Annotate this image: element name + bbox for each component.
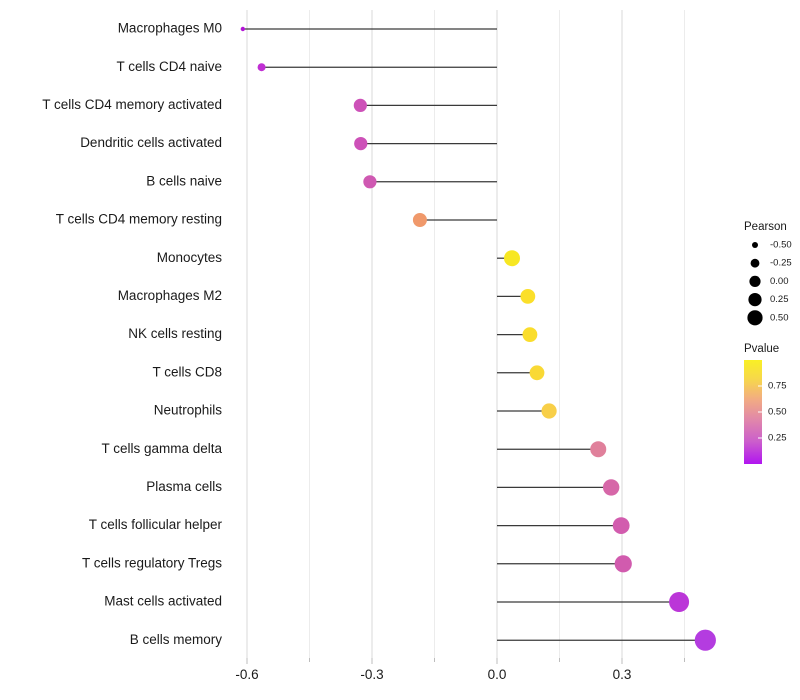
lollipop-point [520,289,536,304]
lollipop-point [612,517,630,534]
category-label: T cells CD8 [152,364,222,379]
x-tick-label: -0.3 [360,667,383,682]
pvalue-colorbar [744,360,762,464]
category-label: B cells naive [146,173,222,188]
size-legend-marker [752,242,758,248]
lollipop-point [541,403,557,419]
lollipop-point [257,63,266,72]
lollipop-points [240,26,716,651]
lollipop-point [240,26,246,32]
colorbar-tick-label: 0.75 [768,381,787,392]
category-label: NK cells resting [128,326,222,341]
size-legend-title: Pearson [744,221,787,233]
lollipop-point [529,365,545,381]
size-legend-marker [749,275,761,287]
category-label: Macrophages M0 [118,21,222,36]
category-label: T cells follicular helper [89,517,223,532]
size-legend-label: -0.50 [770,240,792,251]
lollipop-point [602,479,620,496]
category-label: Plasma cells [146,479,222,494]
lollipop-point [614,555,632,573]
category-label: Monocytes [157,250,223,265]
colorbar-tick-label: 0.50 [768,407,787,418]
size-legend-label: 0.50 [770,312,789,323]
size-legend-marker [747,310,763,326]
size-legend-marker [750,258,760,268]
category-label: T cells CD4 naive [116,59,222,74]
size-legend-label: -0.25 [770,258,792,269]
x-tick-label: 0.0 [488,667,507,682]
category-label: T cells CD4 memory resting [56,212,222,227]
lollipop-point [669,592,690,612]
size-legend-label: 0.00 [770,276,789,287]
size-legend-marker [748,293,762,307]
category-axis-labels: Macrophages M0 T cells CD4 naive T cells C… [42,21,222,647]
category-label: T cells CD4 memory activated [42,97,222,112]
lollipop-point [522,327,538,342]
lollipop-point [590,441,607,458]
category-label: Dendritic cells activated [80,135,222,150]
lollipop-point [412,213,427,227]
axis-tick-marks [246,658,685,664]
category-label: Mast cells activated [104,594,222,609]
category-label: T cells regulatory Tregs [82,555,222,570]
category-label: B cells memory [130,632,223,647]
lollipop-point [353,98,367,112]
category-label: T cells gamma delta [101,441,222,456]
pvalue-color-legend: Pvalue 0.75 0.50 0.25 [744,343,787,464]
lollipop-point [363,175,377,189]
lollipop-point [694,629,716,651]
x-axis-tick-labels: -0.6 -0.3 0.0 0.3 [235,667,631,682]
color-legend-title: Pvalue [744,343,779,355]
category-label: Neutrophils [154,403,223,418]
pearson-size-legend: Pearson -0.50 -0.25 0.00 0.25 0.50 [744,221,792,326]
minor-gridlines [309,10,685,658]
colorbar-tick-label: 0.25 [768,433,787,444]
x-tick-label: -0.6 [235,667,258,682]
category-label: Macrophages M2 [118,288,222,303]
lollipop-point [354,137,368,151]
x-tick-label: 0.3 [613,667,632,682]
lollipop-point [504,250,520,267]
size-legend-label: 0.25 [770,294,789,305]
